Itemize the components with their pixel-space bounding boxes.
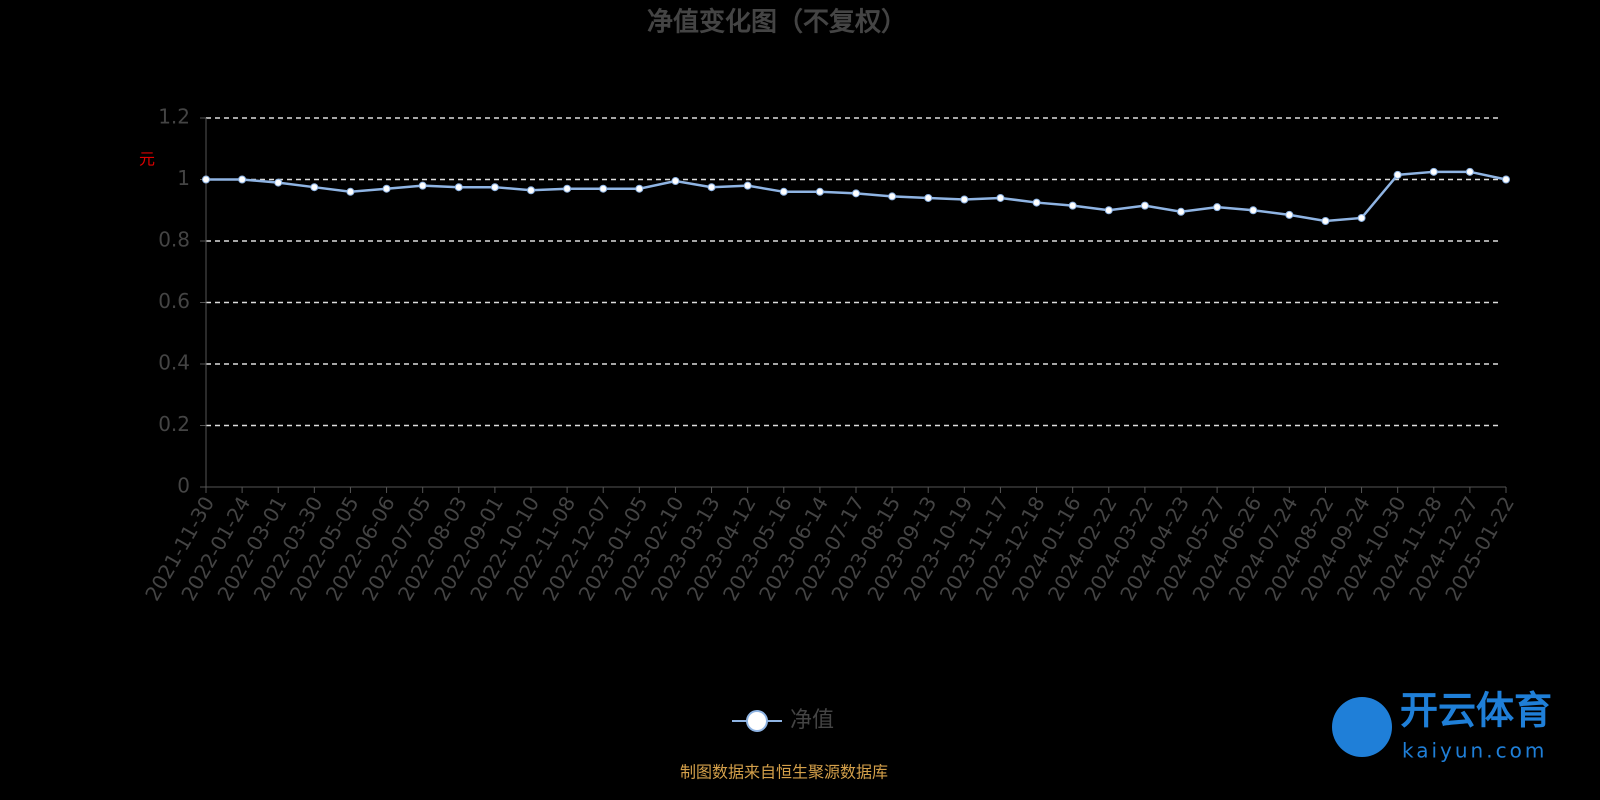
y-tick-label: 0	[177, 474, 190, 498]
data-point	[1465, 167, 1474, 176]
data-point	[996, 193, 1005, 202]
data-point	[743, 181, 752, 190]
data-point	[1502, 175, 1510, 184]
data-point	[310, 183, 319, 192]
y-tick-label: 0.2	[158, 412, 190, 436]
y-tick-label: 0.8	[158, 228, 190, 252]
data-point	[924, 193, 933, 202]
data-point	[346, 187, 355, 196]
watermark-site: kaiyun.com	[1402, 739, 1547, 763]
data-point	[382, 184, 391, 193]
y-axis-label: 元	[139, 150, 155, 169]
y-tick-label: 0.6	[158, 289, 190, 313]
legend-label: 净值	[790, 708, 834, 733]
data-point	[1393, 170, 1402, 179]
y-tick-label: 1.2	[158, 105, 190, 129]
data-point	[815, 187, 824, 196]
data-point	[418, 181, 427, 190]
data-point	[1213, 203, 1222, 212]
chart-title: 净值变化图（不复权）	[647, 7, 907, 38]
data-point	[527, 186, 535, 195]
data-point	[1357, 213, 1366, 222]
data-point	[490, 183, 499, 192]
data-point	[1104, 206, 1113, 215]
data-point	[779, 187, 788, 196]
data-point	[454, 183, 463, 192]
data-point	[1249, 206, 1258, 215]
data-point	[852, 189, 860, 198]
watermark-brand: 开云体育	[1400, 689, 1552, 733]
data-point	[671, 177, 680, 186]
data-point	[707, 183, 716, 192]
data-point	[888, 192, 897, 201]
y-tick-label: 0.4	[158, 351, 190, 375]
data-point	[238, 175, 247, 184]
data-point	[960, 195, 969, 204]
data-point	[1285, 210, 1294, 219]
data-point	[274, 178, 283, 187]
data-point	[1321, 217, 1330, 226]
data-point	[1177, 207, 1185, 216]
data-point	[563, 184, 572, 193]
data-point	[1032, 198, 1041, 207]
data-point	[1140, 201, 1149, 210]
data-point	[599, 184, 608, 193]
y-tick-label: 1	[177, 166, 190, 190]
data-point	[1068, 201, 1077, 210]
data-point	[635, 184, 644, 193]
logo-icon	[1332, 697, 1392, 757]
data-point	[202, 175, 210, 184]
watermark: 开云体育 kaiyun.com	[1332, 689, 1552, 763]
data-point	[1429, 167, 1438, 176]
legend-marker	[746, 710, 768, 732]
source-note: 制图数据来自恒生聚源数据库	[680, 763, 888, 782]
